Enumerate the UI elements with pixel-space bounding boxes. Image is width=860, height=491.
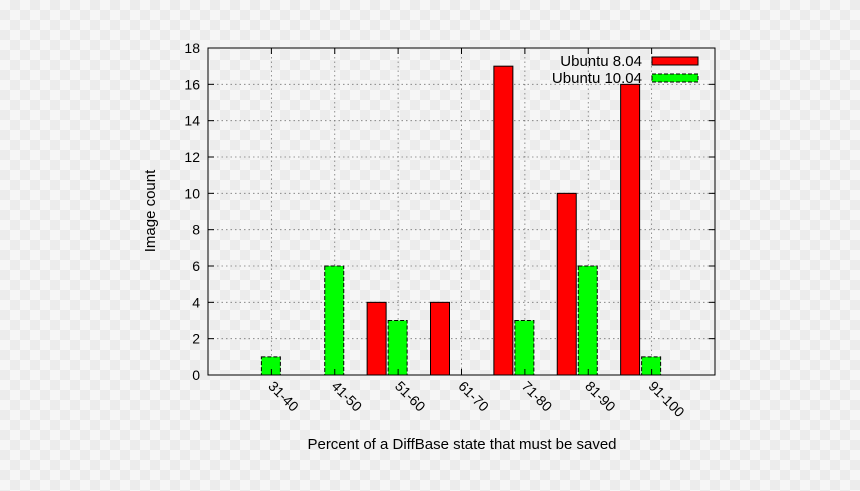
x-tick-label: 81-90 [582, 378, 619, 415]
bar-series-1 [493, 65, 514, 376]
x-tick-label: 71-80 [519, 378, 556, 415]
y-tick-label: 14 [184, 113, 200, 129]
bar-series-1 [556, 192, 577, 376]
x-tick-label: 31-40 [265, 378, 302, 415]
legend-swatch [651, 56, 699, 66]
bar-series-2 [387, 320, 408, 376]
y-axis-label: Image count [142, 169, 159, 252]
y-tick-label: 16 [184, 76, 200, 92]
bar-series-1 [430, 301, 450, 376]
x-tick-label: 41-50 [329, 378, 366, 415]
bar-series-1 [366, 301, 387, 376]
x-axis-label: Percent of a DiffBase state that must be… [307, 436, 616, 453]
y-tick-label: 4 [192, 294, 200, 310]
grid-lines [208, 48, 715, 375]
bar-series-2 [577, 265, 598, 376]
y-tick-label: 8 [192, 222, 200, 238]
legend-swatch [651, 73, 699, 83]
y-tick-label: 0 [192, 367, 200, 383]
legend-label: Ubuntu 8.04 [560, 53, 642, 70]
legend-label: Ubuntu 10.04 [552, 70, 642, 87]
x-tick-label: 61-70 [455, 378, 492, 415]
y-tick-label: 6 [192, 258, 200, 274]
bar-series-2 [324, 265, 345, 376]
bar-series-1 [620, 83, 641, 376]
y-tick-label: 10 [184, 185, 200, 201]
x-tick-label: 91-100 [646, 378, 688, 420]
y-tick-label: 12 [184, 149, 200, 165]
y-axis-ticks: 0 2 4 6 8 10 12 14 16 18 [184, 40, 715, 383]
bar-series-2 [514, 320, 535, 376]
x-tick-label: 51-60 [392, 378, 429, 415]
bars-layer [260, 65, 662, 376]
bar-series-2 [260, 356, 281, 376]
bar-series-2 [641, 356, 662, 376]
y-tick-label: 2 [192, 331, 200, 347]
y-tick-label: 18 [184, 40, 200, 56]
